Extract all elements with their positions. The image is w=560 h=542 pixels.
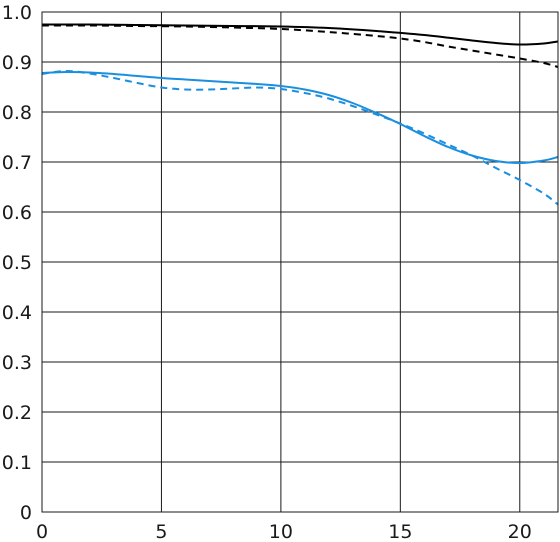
plot-frame [41, 11, 559, 513]
y-tick-label: 0.2 [2, 402, 32, 424]
y-tick-label: 0.8 [2, 102, 32, 124]
series-layer [41, 23, 559, 206]
x-tick-label: 5 [155, 521, 167, 542]
x-axis-ticks: 0 5 10 15 20 [36, 521, 532, 542]
x-tick-label: 15 [388, 521, 412, 542]
series-line-3 [41, 70, 559, 165]
y-tick-label: 0 [20, 502, 32, 524]
y-tick-label: 0.1 [2, 452, 32, 474]
y-axis-ticks: 0 0.1 0.2 0.3 0.4 0.5 0.6 0.7 0.8 0.9 1.0 [2, 2, 32, 524]
series-line-2 [41, 24, 559, 68]
y-tick-label: 0.6 [2, 202, 32, 224]
y-tick-label: 0.3 [2, 352, 32, 374]
y-tick-label: 0.5 [2, 252, 32, 274]
x-tick-label: 20 [508, 521, 532, 542]
y-tick-label: 0.7 [2, 152, 32, 174]
y-tick-label: 0.9 [2, 52, 32, 74]
plot-frame-layer [41, 11, 559, 513]
series-line-1 [41, 23, 559, 46]
series-line-4 [41, 69, 559, 206]
y-tick-label: 0.4 [2, 302, 32, 324]
grid-lines [41, 11, 558, 513]
x-tick-label: 10 [269, 521, 293, 542]
x-tick-label: 0 [36, 521, 48, 542]
y-tick-label: 1.0 [2, 2, 32, 24]
